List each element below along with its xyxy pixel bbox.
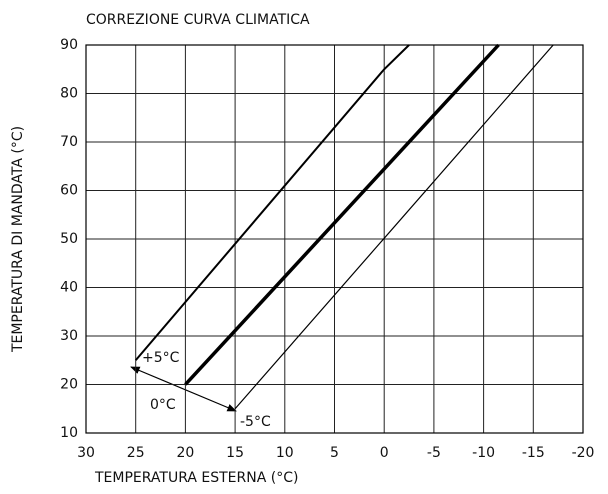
line <box>134 44 410 361</box>
x-tick-label: -10 <box>472 445 495 461</box>
x-tick-label: -5 <box>427 445 441 461</box>
y-tick-label: 60 <box>60 183 78 199</box>
series-label: 0°C <box>150 397 176 413</box>
y-tick-label: 80 <box>60 86 78 102</box>
x-tick-label: 0 <box>380 445 389 461</box>
x-tick-label: 10 <box>276 445 294 461</box>
offset-arrow <box>130 366 237 412</box>
x-tick-label: 25 <box>127 445 145 461</box>
x-axis-label: TEMPERATURA ESTERNA (°C) <box>94 470 298 486</box>
y-tick-label: 30 <box>60 328 78 344</box>
x-tick-label: 20 <box>176 445 194 461</box>
y-axis-label: TEMPERATURA DI MANDATA (°C) <box>10 126 26 353</box>
x-tick-label: -15 <box>522 445 545 461</box>
x-tick-label: 30 <box>77 445 95 461</box>
plot-frame <box>85 44 584 434</box>
y-tick-label: 90 <box>60 37 78 53</box>
series-label: -5°C <box>240 414 271 430</box>
x-tick-label: 15 <box>226 445 244 461</box>
y-tick-label: 40 <box>60 280 78 296</box>
y-tick-label: 70 <box>60 134 78 150</box>
y-tick-label: 20 <box>60 377 78 393</box>
y-tick-label: 10 <box>60 425 78 441</box>
line <box>234 44 554 410</box>
series-label: +5°C <box>142 350 180 366</box>
y-tick-label: 50 <box>60 231 78 247</box>
x-tick-label: -20 <box>572 445 595 461</box>
line <box>184 43 500 386</box>
chart-title: CORREZIONE CURVA CLIMATICA <box>86 12 310 28</box>
x-tick-label: 5 <box>330 445 339 461</box>
